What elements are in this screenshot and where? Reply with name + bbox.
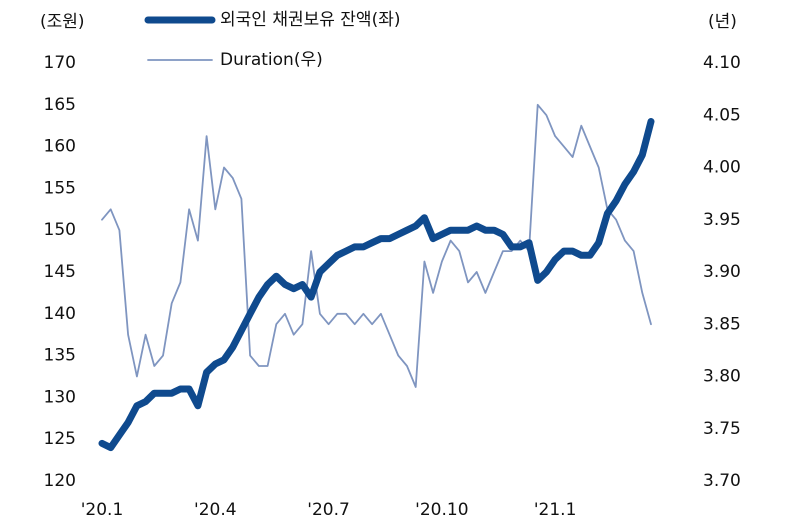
y-tick-label: 4.05 [703,105,741,125]
y-tick-label: 3.70 [703,471,741,491]
y-tick-label: 3.80 [703,367,741,387]
y-tick-label: 160 [44,137,76,157]
y-tick-label: 170 [44,53,76,73]
y-tick-label: 130 [44,387,76,407]
y-tick-label: 150 [44,220,76,240]
y-tick-label: 140 [44,304,76,324]
y-tick-label: 4.00 [703,158,741,178]
x-tick-label: '20.4 [194,500,237,520]
y-tick-label: 120 [44,471,76,491]
y-tick-label: 125 [44,429,76,449]
y-tick-label: 165 [44,95,76,115]
y-tick-label: 135 [44,346,76,366]
data-line [101,103,652,388]
x-tick-label: '20.1 [81,500,124,520]
legend-label: Duration(우) [220,50,323,70]
y-tick-label: 3.75 [703,419,741,439]
y-axis-label: (조원) [40,12,85,32]
y-tick-label: 4.10 [703,53,741,73]
x-tick-label: '20.10 [415,500,468,520]
y-tick-label: 145 [44,262,76,282]
y-tick-label: 3.85 [703,314,741,334]
legend-label: 외국인 채권보유 잔액(좌) [220,10,400,30]
y-tick-label: 3.90 [703,262,741,282]
data-line [98,118,655,452]
y-tick-label: 155 [44,178,76,198]
x-tick-label: '20.7 [307,500,350,520]
y-tick-label: 3.95 [703,210,741,230]
y2-axis-label: (년) [708,12,737,32]
x-tick-label: '21.1 [534,500,577,520]
